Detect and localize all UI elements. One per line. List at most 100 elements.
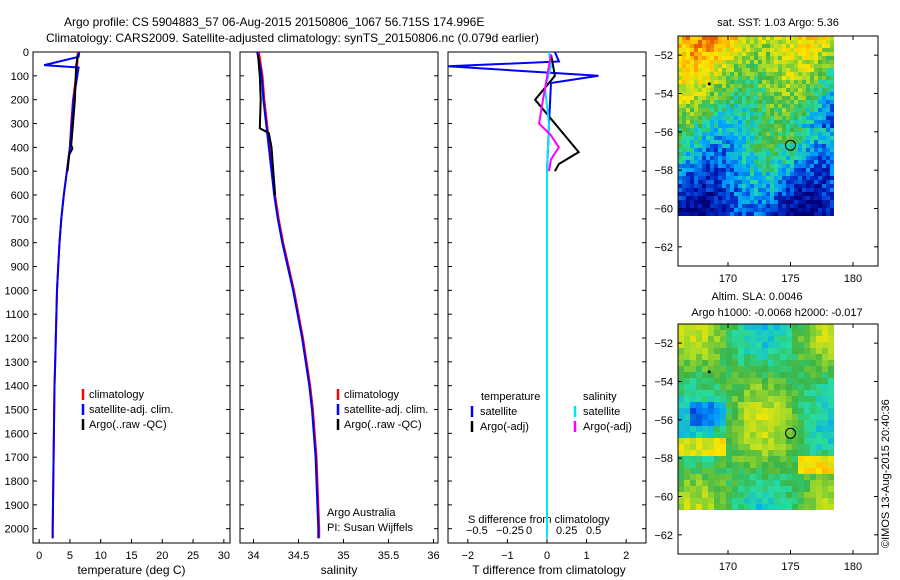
heatmap-cell: [830, 176, 834, 180]
heatmap-cell: [690, 498, 696, 504]
heatmap-cell: [804, 378, 810, 384]
heatmap-cell: [762, 444, 768, 450]
heatmap-cell: [774, 462, 780, 468]
heatmap-cell: [682, 104, 686, 108]
heatmap-cell: [804, 486, 810, 492]
heatmap-cell: [746, 128, 750, 132]
heatmap-cell: [758, 52, 762, 56]
heatmap-cell: [714, 468, 720, 474]
heatmap-cell: [762, 148, 766, 152]
heatmap-cell: [698, 80, 702, 84]
heatmap-cell: [786, 396, 792, 402]
series-line: [43, 51, 81, 539]
heatmap-cell: [814, 68, 818, 72]
heatmap-cell: [684, 426, 690, 432]
heatmap-cell: [708, 360, 714, 366]
heatmap-cell: [786, 498, 792, 504]
heatmap-cell: [774, 172, 778, 176]
heatmap-cell: [810, 144, 814, 148]
heatmap-cell: [774, 176, 778, 180]
heatmap-cell: [726, 172, 730, 176]
heatmap-cell: [792, 372, 798, 378]
heatmap-cell: [794, 172, 798, 176]
heatmap-cell: [810, 456, 816, 462]
heatmap-cell: [816, 390, 822, 396]
heatmap-cell: [762, 68, 766, 72]
y-tick-label: 1000: [5, 285, 29, 297]
heatmap-cell: [738, 396, 744, 402]
heatmap-cell: [738, 160, 742, 164]
heatmap-cell: [746, 84, 750, 88]
heatmap-cell: [744, 498, 750, 504]
heatmap-cell: [730, 208, 734, 212]
heatmap-cell: [804, 468, 810, 474]
heatmap-cell: [732, 366, 738, 372]
heatmap-cell: [778, 188, 782, 192]
heatmap-cell: [750, 172, 754, 176]
heatmap-cell: [718, 80, 722, 84]
heatmap-cell: [750, 456, 756, 462]
heatmap-cell: [806, 188, 810, 192]
heatmap-cell: [686, 36, 690, 40]
heatmap-cell: [722, 120, 726, 124]
heatmap-cell: [786, 200, 790, 204]
heatmap-cell: [746, 44, 750, 48]
heatmap-cell: [804, 342, 810, 348]
heatmap-cell: [822, 156, 826, 160]
heatmap-cell: [766, 156, 770, 160]
heatmap-cell: [696, 366, 702, 372]
heatmap-cell: [754, 36, 758, 40]
heatmap-cell: [782, 192, 786, 196]
y-tick-label: 1200: [5, 333, 29, 345]
heatmap-cell: [720, 408, 726, 414]
heatmap-cell: [738, 52, 742, 56]
legend-header: salinity: [583, 391, 617, 403]
heatmap-cell: [754, 176, 758, 180]
heatmap-cell: [742, 164, 746, 168]
heatmap-cell: [830, 144, 834, 148]
heatmap-cell: [810, 36, 814, 40]
heatmap-cell: [810, 40, 814, 44]
heatmap-cell: [780, 474, 786, 480]
heatmap-cell: [754, 124, 758, 128]
heatmap-cell: [790, 196, 794, 200]
heatmap-cell: [780, 402, 786, 408]
heatmap-cell: [770, 120, 774, 124]
heatmap-cell: [818, 60, 822, 64]
y-tick-label: 500: [11, 166, 29, 178]
heatmap-cell: [678, 200, 682, 204]
heatmap-cell: [714, 84, 718, 88]
heatmap-cell: [766, 144, 770, 148]
heatmap-cell: [708, 336, 714, 342]
heatmap-cell: [730, 52, 734, 56]
heatmap-cell: [814, 48, 818, 52]
heatmap-cell: [766, 196, 770, 200]
heatmap-cell: [822, 408, 828, 414]
heatmap-cell: [810, 164, 814, 168]
legend-label: climatology: [344, 389, 400, 401]
heatmap-cell: [698, 164, 702, 168]
heatmap-cell: [708, 384, 714, 390]
heatmap-cell: [710, 192, 714, 196]
heatmap-cell: [792, 426, 798, 432]
heatmap-cell: [826, 172, 830, 176]
heatmap-cell: [806, 80, 810, 84]
heatmap-cell: [744, 420, 750, 426]
heatmap-cell: [778, 104, 782, 108]
heatmap-cell: [686, 104, 690, 108]
heatmap-cell: [810, 480, 816, 486]
heatmap-cell: [756, 324, 762, 330]
heatmap-cell: [702, 342, 708, 348]
heatmap-cell: [706, 208, 710, 212]
heatmap-cell: [762, 402, 768, 408]
heatmap-cell: [678, 504, 684, 510]
heatmap-cell: [782, 156, 786, 160]
heatmap-cell: [768, 426, 774, 432]
heatmap-cell: [698, 108, 702, 112]
heatmap-cell: [686, 60, 690, 64]
heatmap-cell: [814, 112, 818, 116]
heatmap-cell: [710, 196, 714, 200]
heatmap-cell: [816, 372, 822, 378]
heatmap-cell: [814, 128, 818, 132]
heatmap-cell: [720, 354, 726, 360]
